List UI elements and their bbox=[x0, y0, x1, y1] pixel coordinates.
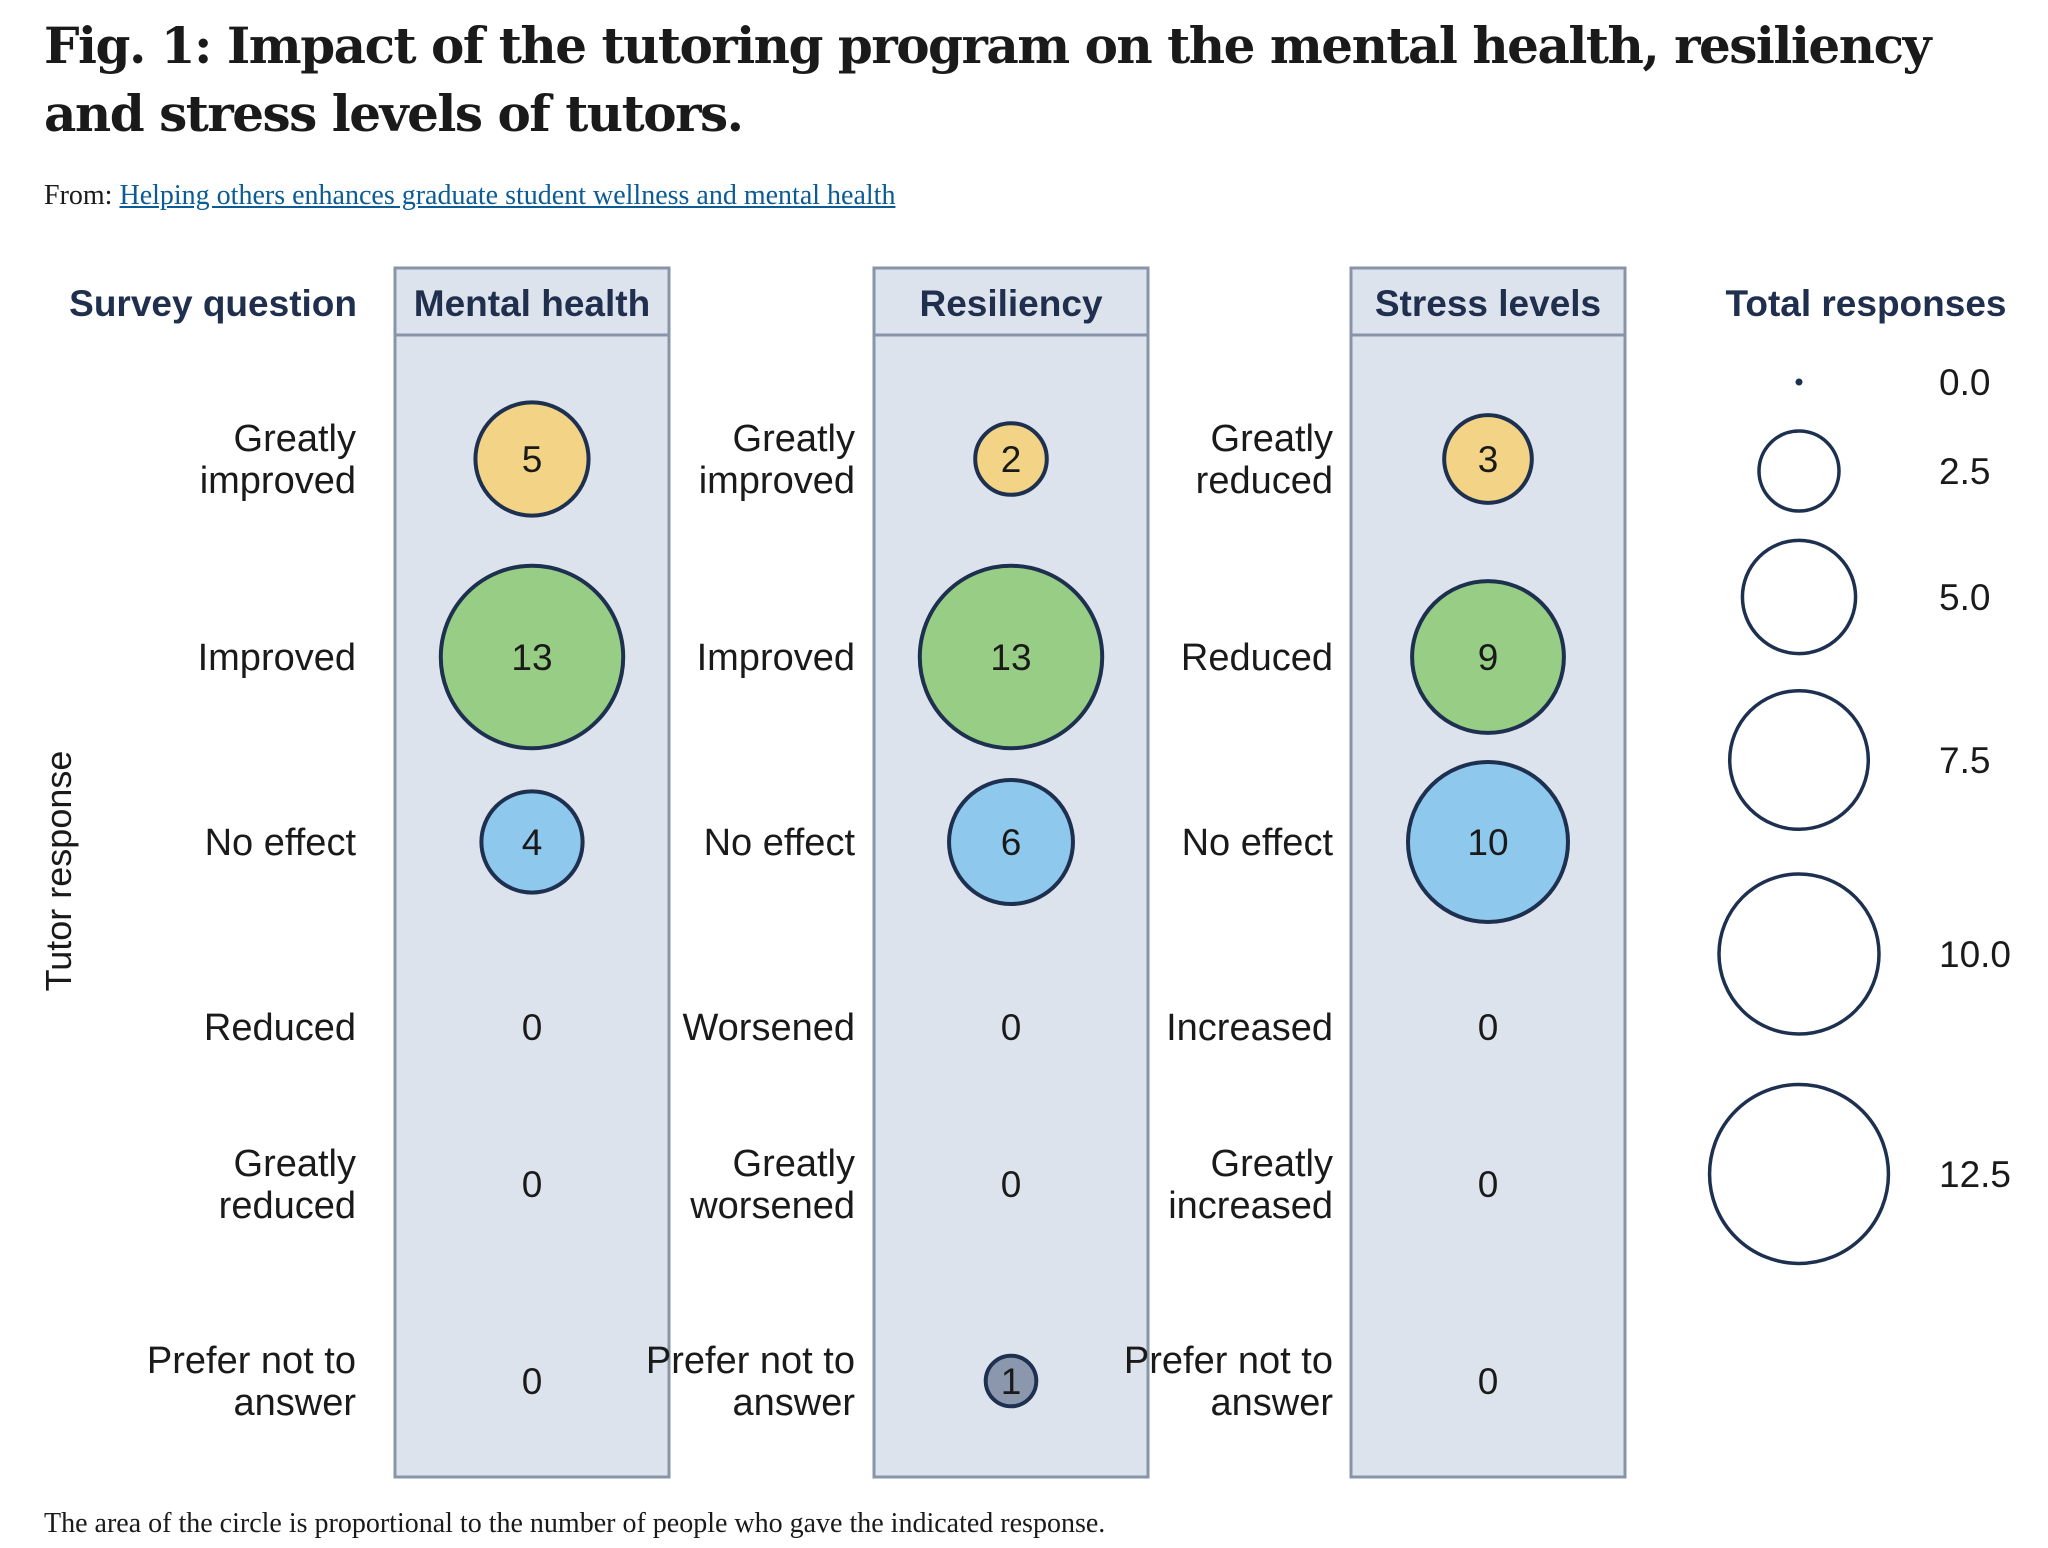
response-label-line: improved bbox=[200, 460, 356, 502]
legend-circle-12-5 bbox=[1707, 1082, 1891, 1266]
bubble-value-mental-health-prefer-not-to-answer: 0 bbox=[522, 1361, 543, 1402]
response-label-prefer-not-to-answer: Prefer not to answer bbox=[646, 1340, 855, 1424]
bubble-mental-health-greatly-improved bbox=[473, 400, 591, 518]
response-label-line: Greatly bbox=[234, 418, 356, 460]
legend-label: 10.0 bbox=[1939, 934, 2011, 975]
bubble-value-stress-levels-greatly-increased: 0 bbox=[1478, 1164, 1499, 1205]
response-label-worsened: Worsened bbox=[682, 1007, 855, 1049]
response-label-line: Prefer not to bbox=[1124, 1340, 1333, 1382]
response-label-greatly-improved: Greatly improved bbox=[200, 418, 356, 502]
response-label-line: Greatly bbox=[733, 418, 855, 460]
response-label-greatly-reduced: Greatly reduced bbox=[219, 1143, 356, 1227]
bubble-stress-levels-reduced bbox=[1410, 579, 1566, 735]
response-label-greatly-reduced: Greatly reduced bbox=[1196, 418, 1333, 502]
legend-title: Total responses bbox=[1725, 283, 2006, 324]
legend-label: 0.0 bbox=[1939, 362, 1990, 403]
legend-circle-10 bbox=[1717, 872, 1881, 1036]
legend-label: 5.0 bbox=[1939, 577, 1990, 618]
legend-label: 12.5 bbox=[1939, 1154, 2011, 1195]
bubble-resiliency-no-effect bbox=[947, 778, 1075, 906]
bubble-mental-health-no-effect bbox=[479, 789, 585, 895]
bubble-value-resiliency-no-effect: 6 bbox=[1001, 822, 1022, 863]
bubble-stress-levels-no-effect bbox=[1405, 759, 1571, 925]
response-label-line: Greatly bbox=[1211, 418, 1333, 460]
bubble-mental-health-improved bbox=[438, 563, 626, 751]
bubble-value-mental-health-greatly-improved: 5 bbox=[522, 439, 543, 480]
figure-source: From: Helping others enhances graduate s… bbox=[44, 180, 895, 212]
bubble-value-stress-levels-increased: 0 bbox=[1478, 1007, 1499, 1048]
response-label-line: reduced bbox=[1196, 460, 1333, 502]
response-label-greatly-improved: Greatly improved bbox=[699, 418, 855, 502]
bubble-resiliency-prefer-not-to-answer bbox=[983, 1353, 1039, 1409]
bubble-value-stress-levels-prefer-not-to-answer: 0 bbox=[1478, 1361, 1499, 1402]
response-label-increased: Increased bbox=[1166, 1007, 1333, 1049]
response-label-improved: Improved bbox=[697, 637, 855, 679]
source-article-link[interactable]: Helping others enhances graduate student… bbox=[119, 180, 896, 211]
response-label-prefer-not-to-answer: Prefer not to answer bbox=[147, 1340, 356, 1424]
response-label-line: Prefer not to bbox=[646, 1340, 855, 1382]
response-label-no-effect: No effect bbox=[1182, 822, 1334, 864]
response-label-no-effect: No effect bbox=[704, 822, 856, 864]
legend-circle-5 bbox=[1740, 538, 1858, 656]
response-label-line: improved bbox=[699, 460, 855, 502]
legend-circle-2-5 bbox=[1757, 429, 1841, 513]
panel-title-stress-levels: Stress levels bbox=[1375, 283, 1601, 324]
response-label-no-effect: No effect bbox=[205, 822, 357, 864]
response-label-line: Prefer not to bbox=[147, 1340, 356, 1382]
bubble-stress-levels-greatly-reduced bbox=[1442, 413, 1534, 505]
bubble-value-resiliency-improved: 13 bbox=[990, 637, 1031, 678]
response-label-line: worsened bbox=[689, 1185, 855, 1227]
legend-dot-zero bbox=[1795, 378, 1803, 386]
legend-label: 7.5 bbox=[1939, 740, 1990, 781]
response-label-prefer-not-to-answer: Prefer not to answer bbox=[1124, 1340, 1333, 1424]
panel-title-mental-health: Mental health bbox=[414, 283, 650, 324]
bubble-value-resiliency-prefer-not-to-answer: 1 bbox=[1001, 1361, 1022, 1402]
bubble-value-resiliency-greatly-improved: 2 bbox=[1001, 439, 1022, 480]
response-label-line: answer bbox=[1211, 1382, 1334, 1424]
response-label-reduced: Reduced bbox=[1181, 637, 1333, 679]
bubble-resiliency-greatly-improved bbox=[973, 421, 1049, 497]
response-label-line: reduced bbox=[219, 1185, 356, 1227]
source-prefix: From: bbox=[44, 180, 113, 211]
response-label-line: Greatly bbox=[733, 1143, 855, 1185]
panel-title-resiliency: Resiliency bbox=[919, 283, 1102, 324]
bubble-value-mental-health-reduced: 0 bbox=[522, 1007, 543, 1048]
legend-label: 2.5 bbox=[1939, 451, 1990, 492]
response-label-line: Greatly bbox=[1211, 1143, 1333, 1185]
bubble-value-resiliency-worsened: 0 bbox=[1001, 1007, 1022, 1048]
bubble-value-mental-health-improved: 13 bbox=[511, 637, 552, 678]
bubble-value-resiliency-greatly-worsened: 0 bbox=[1001, 1164, 1022, 1205]
bubble-value-stress-levels-greatly-reduced: 3 bbox=[1478, 439, 1499, 480]
response-label-improved: Improved bbox=[198, 637, 356, 679]
response-label-greatly-worsened: Greatly worsened bbox=[689, 1143, 855, 1227]
response-label-reduced: Reduced bbox=[204, 1007, 356, 1049]
bubble-value-mental-health-no-effect: 4 bbox=[522, 822, 543, 863]
bubble-value-mental-health-greatly-reduced: 0 bbox=[522, 1164, 543, 1205]
bubble-value-stress-levels-no-effect: 10 bbox=[1467, 822, 1508, 863]
response-label-line: increased bbox=[1168, 1185, 1333, 1227]
y-axis-label: Tutor response bbox=[38, 751, 79, 992]
figure-caption: The area of the circle is proportional t… bbox=[44, 1508, 1106, 1539]
bubble-value-stress-levels-reduced: 9 bbox=[1478, 637, 1499, 678]
figure-title: Fig. 1: Impact of the tutoring program o… bbox=[44, 16, 1932, 143]
response-label-line: answer bbox=[733, 1382, 856, 1424]
response-label-line: Greatly bbox=[234, 1143, 356, 1185]
survey-question-header: Survey question bbox=[69, 283, 357, 324]
bubble-resiliency-improved bbox=[917, 563, 1105, 751]
response-label-line: answer bbox=[234, 1382, 357, 1424]
response-label-greatly-increased: Greatly increased bbox=[1168, 1143, 1333, 1227]
legend-circle-7-5 bbox=[1727, 688, 1871, 832]
